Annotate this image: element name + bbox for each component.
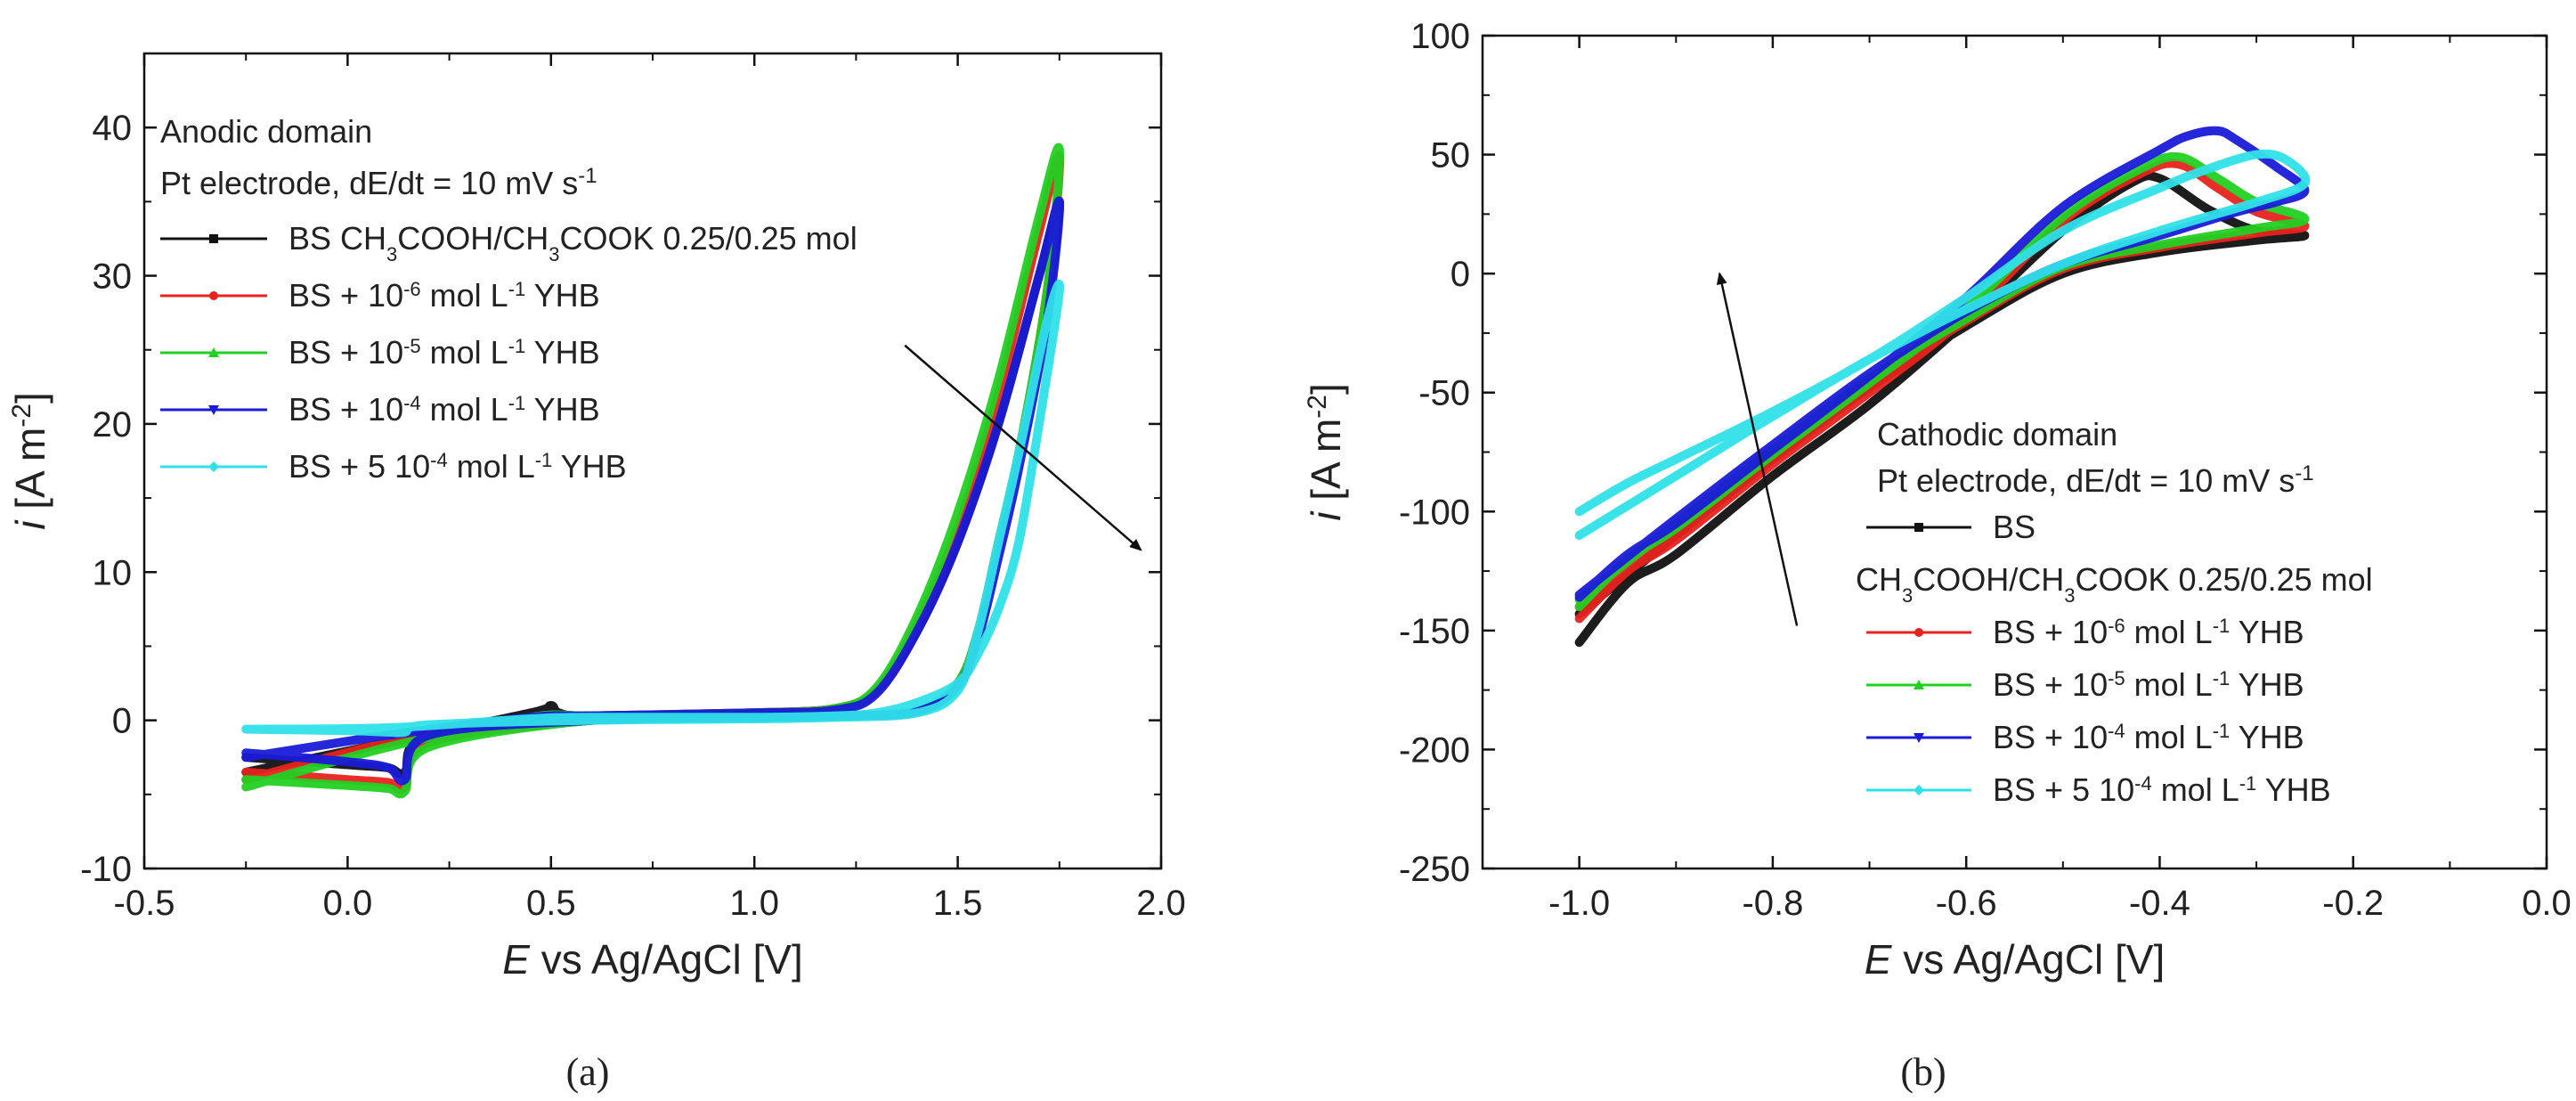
annotation-conditions: Pt electrode, dE/dt = 10 mV s-1 [1877, 461, 2314, 500]
legend-marker-3 [1914, 628, 1923, 637]
y-tick-label: 50 [1431, 136, 1471, 175]
panel-label: (b) [1900, 1050, 1946, 1094]
series-group [241, 143, 1064, 799]
y-tick-label: -50 [1418, 374, 1470, 413]
y-axis-title: i [A m-2] [7, 392, 54, 530]
legend-marker-4 [208, 405, 219, 415]
x-tick-label: -0.5 [114, 884, 175, 923]
legend-marker-6 [1914, 785, 1924, 795]
legend-marker-2 [209, 291, 218, 300]
trend-arrow [904, 344, 1142, 551]
legend-label-5: BS + 5 10-4 mol L-1 YHB [288, 448, 627, 485]
y-tick-label: -150 [1399, 612, 1470, 651]
trend-arrow [1716, 272, 1799, 626]
x-axis-title: E vs Ag/AgCl [V] [502, 936, 802, 983]
y-axis-title: i [A m-2] [1303, 383, 1350, 521]
x-tick-label: 0.5 [526, 884, 576, 923]
legend-label-2: BS + 10-6 mol L-1 YHB [288, 277, 600, 314]
legend-label-4: BS + 10-5 mol L-1 YHB [1993, 666, 2304, 703]
legend-marker-1 [209, 234, 218, 243]
x-tick-label: 1.0 [729, 884, 779, 923]
legend-marker-3 [208, 347, 219, 357]
y-tick-label: -200 [1399, 730, 1470, 770]
series-line-5 [241, 280, 1064, 738]
y-tick-label: 0 [112, 702, 132, 741]
legend-label-6: BS + 5 10-4 mol L-1 YHB [1993, 771, 2331, 808]
legend-marker-1 [1914, 523, 1923, 532]
annotation-domain: Cathodic domain [1877, 416, 2117, 453]
annotation-conditions: Pt electrode, dE/dt = 10 mV s-1 [160, 164, 597, 202]
x-tick-label: -0.4 [2129, 884, 2190, 923]
legend-label-2: CH3COOH/CH3COOK 0.25/0.25 mol [1856, 561, 2373, 607]
annotation-domain: Anodic domain [160, 113, 372, 150]
legend-label-1: BS CH3COOH/CH3COOK 0.25/0.25 mol [288, 220, 857, 265]
legend-marker-5 [1914, 733, 1924, 743]
legend-label-4: BS + 10-4 mol L-1 YHB [288, 391, 600, 428]
chart-panel-a: -0.5 0.0 0.5 1.0 1.5 2.0 -10 0 10 20 30 40 E vs Ag/A… [7, 52, 1186, 1094]
x-tick-label: -0.2 [2322, 884, 2384, 923]
series-group [1574, 126, 2311, 648]
legend-marker-5 [208, 461, 219, 472]
x-tick-label: 0.0 [2522, 884, 2572, 923]
series-line-5 [1574, 149, 2311, 540]
x-tick-label: -0.6 [1936, 884, 1997, 923]
legend-marker-4 [1914, 680, 1924, 689]
y-tick-label: 0 [1451, 255, 1470, 294]
y-tick-label: 10 [93, 553, 133, 592]
x-tick-label: 2.0 [1136, 884, 1186, 923]
x-tick-label: -0.8 [1742, 884, 1803, 923]
panel-label: (a) [566, 1050, 610, 1094]
legend-label-3: BS + 10-6 mol L-1 YHB [1993, 614, 2304, 650]
x-tick-label: -1.0 [1548, 884, 1610, 923]
y-tick-label: -100 [1399, 493, 1470, 532]
y-tick-label: 40 [93, 109, 133, 148]
legend-label-1: BS [1993, 509, 2036, 545]
chart-panel-b: -1.0 -0.8 -0.6 -0.4 -0.2 0.0 -250 -200 -150 -100 -… [1303, 17, 2572, 1094]
legend-label-5: BS + 10-4 mol L-1 YHB [1993, 719, 2304, 755]
x-tick-label: 0.0 [323, 884, 373, 923]
y-tick-label: 30 [93, 257, 133, 297]
legend-label-3: BS + 10-5 mol L-1 YHB [288, 334, 600, 371]
y-tick-label: 20 [93, 405, 133, 444]
x-tick-label: 1.5 [933, 884, 983, 923]
y-tick-label: -250 [1399, 850, 1470, 889]
x-axis-title: E vs Ag/AgCl [V] [1865, 936, 2165, 983]
y-tick-label: 100 [1410, 17, 1470, 56]
y-tick-label: -10 [80, 850, 132, 889]
